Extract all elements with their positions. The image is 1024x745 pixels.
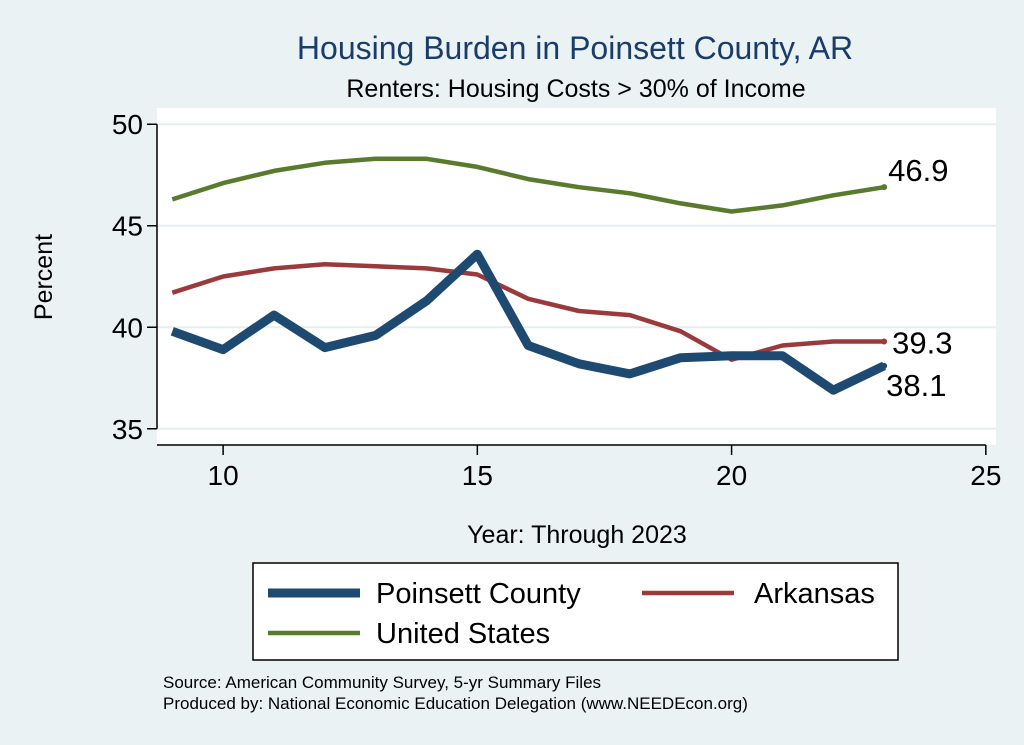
- chart-subtitle: Renters: Housing Costs > 30% of Income: [346, 75, 805, 103]
- series-line-arkansas: [171, 262, 885, 362]
- legend-label-arkansas: Arkansas: [754, 578, 875, 610]
- end-label-united-states: 46.9: [888, 153, 948, 188]
- legend: Poinsett County Arkansas United States: [252, 562, 899, 661]
- end-point-united-states: [881, 184, 888, 191]
- series-line-united-states: [171, 156, 885, 214]
- x-tick-label: 25: [970, 460, 1001, 491]
- end-labels: 38.1 39.3 46.9: [886, 153, 952, 403]
- x-tick-label: 20: [716, 460, 747, 491]
- end-label-poinsett-county: 38.1: [886, 368, 946, 403]
- producer-note: Produced by: National Economic Education…: [163, 694, 748, 713]
- chart-title: Housing Burden in Poinsett County, AR: [297, 30, 853, 66]
- legend-box: [252, 562, 899, 661]
- series-lines: [170, 156, 888, 395]
- series-line-poinsett-county: [170, 249, 887, 395]
- end-point-poinsett-county: [881, 362, 888, 369]
- y-tick-label: 45: [112, 211, 143, 242]
- y-tick-label: 40: [112, 312, 143, 343]
- legend-label-united-states: United States: [376, 618, 550, 650]
- y-tick-label: 50: [112, 109, 143, 140]
- x-axis-title: Year: Through 2023: [467, 521, 687, 549]
- source-note: Source: American Community Survey, 5-yr …: [163, 673, 601, 692]
- y-axis-title: Percent: [30, 234, 58, 320]
- end-label-arkansas: 39.3: [892, 325, 952, 360]
- y-tick-label: 35: [112, 414, 143, 445]
- x-tick-label: 10: [208, 460, 239, 491]
- x-tick-label: 15: [462, 460, 493, 491]
- end-point-arkansas: [881, 338, 888, 345]
- legend-label-poinsett-county: Poinsett County: [376, 578, 581, 610]
- plot-area: [157, 108, 996, 445]
- axes: 35 40 45 50 10 15 20 25: [112, 109, 1002, 491]
